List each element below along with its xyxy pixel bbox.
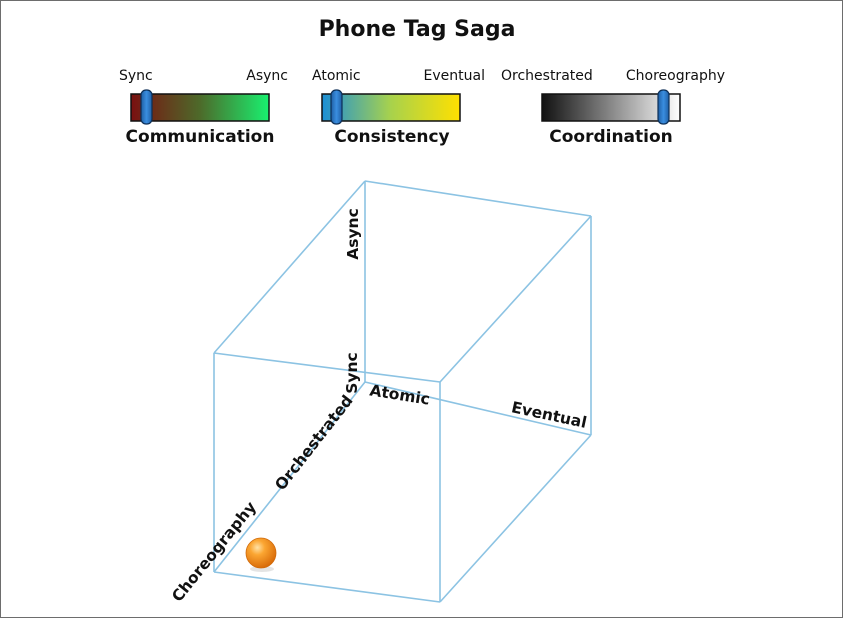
legend-communication-bar [130, 93, 270, 122]
cube-edge-top-left [213, 180, 366, 354]
cube-edge-top-right [439, 215, 592, 383]
axis-label-async: Async [344, 208, 362, 260]
axis-label-eventual: Eventual [510, 398, 589, 432]
axis-label-atomic: Atomic [368, 381, 431, 408]
saga-position-ball [245, 537, 277, 569]
legend-coordination-name: Coordination [549, 127, 673, 147]
legend-communication-left-label: Sync [119, 68, 153, 84]
legend-communication-right-label: Async [246, 68, 288, 84]
cube-edge-back-depth [213, 381, 366, 573]
legend-consistency-marker [330, 89, 343, 125]
legend-communication: Sync Async Communication [119, 68, 288, 147]
axis-label-orchestrated: Orchestrated [271, 392, 356, 494]
legend-consistency-left-label: Atomic [312, 68, 361, 84]
legend-consistency-name: Consistency [334, 127, 449, 147]
legend-coordination-right-label: Choreography [626, 68, 725, 84]
cube-edge-top-back [364, 180, 592, 217]
diagram-title: Phone Tag Saga [319, 17, 516, 42]
axis-label-sync: Sync [343, 352, 361, 394]
legend-coordination-bar [541, 93, 681, 122]
legend-coordination-marker [657, 89, 670, 125]
legend-coordination: Orchestrated Choreography Coordination [501, 68, 725, 147]
legend-communication-marker [140, 89, 153, 125]
cube [213, 180, 592, 603]
cube-edge-bottom-right [439, 434, 592, 603]
legend-consistency-bar [321, 93, 461, 122]
cube-edge-back-width [364, 381, 592, 436]
saga-position-point [245, 537, 277, 572]
legend-consistency: Atomic Eventual Consistency [312, 68, 485, 147]
cube-edge-top-front [213, 352, 441, 383]
legend-consistency-right-label: Eventual [424, 68, 485, 84]
legend-communication-name: Communication [126, 127, 275, 147]
legend-coordination-left-label: Orchestrated [501, 68, 593, 84]
cube-edge-bottom-front [213, 571, 441, 603]
